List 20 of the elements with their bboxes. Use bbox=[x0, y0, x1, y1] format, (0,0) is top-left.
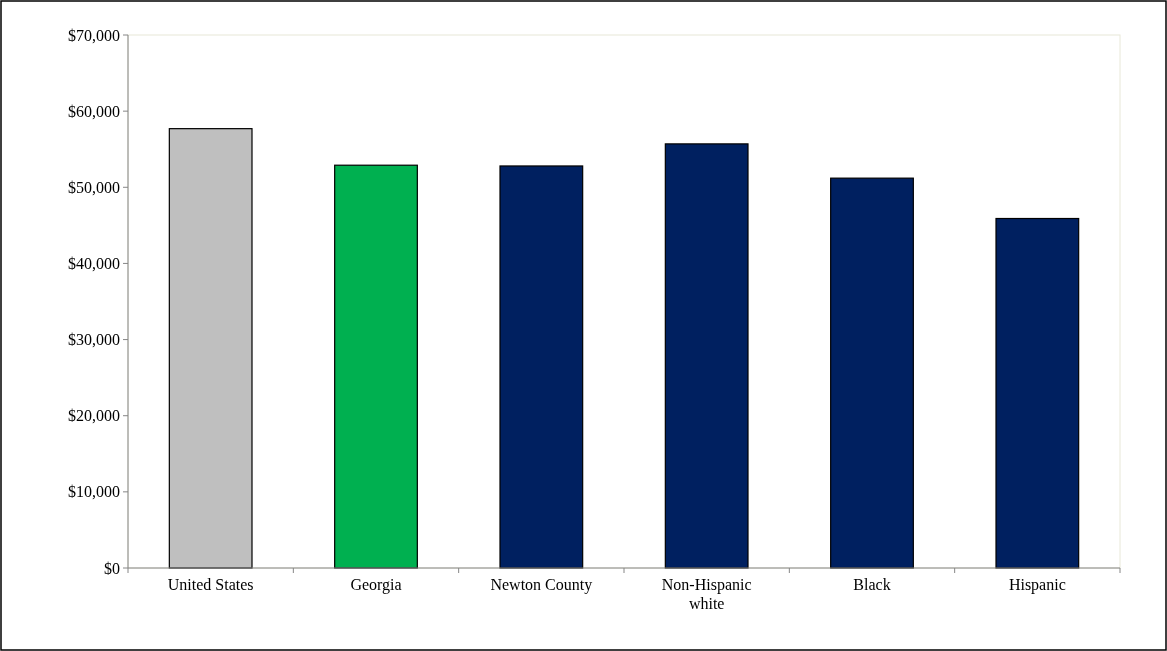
x-tick-label: Black bbox=[853, 576, 891, 593]
y-tick-label: $50,000 bbox=[68, 178, 120, 196]
y-tick-label: $20,000 bbox=[68, 407, 120, 425]
x-tick-label: Georgia bbox=[350, 576, 402, 594]
x-tick-label: United States bbox=[167, 576, 254, 593]
y-tick-label: $10,000 bbox=[68, 483, 120, 501]
x-tick-label: Non-Hispanic white bbox=[661, 576, 752, 613]
x-tick-label: Newton County bbox=[490, 576, 593, 594]
y-tick-label: $40,000 bbox=[68, 255, 120, 273]
bar bbox=[830, 177, 914, 569]
bar bbox=[664, 143, 749, 569]
bar bbox=[168, 128, 253, 569]
y-tick-label: $0 bbox=[104, 559, 120, 577]
bar bbox=[499, 165, 584, 569]
y-tick-label: $60,000 bbox=[68, 102, 120, 120]
y-tick-label: $30,000 bbox=[68, 331, 120, 349]
x-tick-label: Hispanic bbox=[1008, 576, 1066, 594]
y-tick-label: $70,000 bbox=[68, 26, 120, 44]
bar bbox=[334, 164, 418, 569]
bar bbox=[995, 217, 1080, 569]
